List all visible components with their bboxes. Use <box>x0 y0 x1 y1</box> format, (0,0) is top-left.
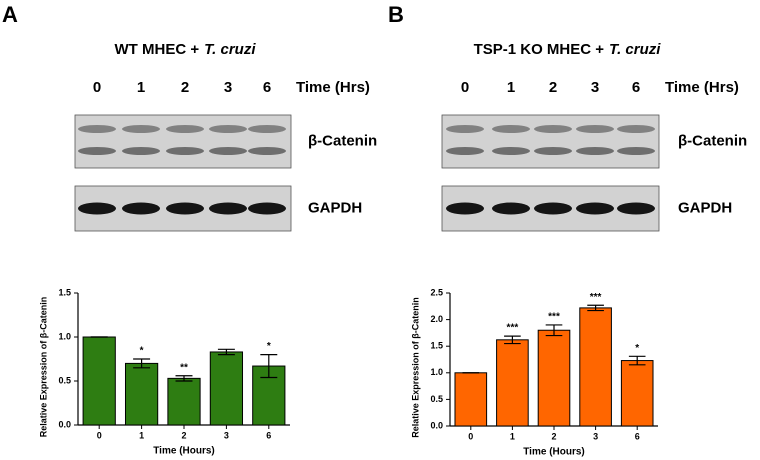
x-tick-label: 1 <box>139 430 144 440</box>
blot-band <box>617 125 655 133</box>
significance: ** <box>180 362 188 373</box>
x-tick-label: 3 <box>224 430 229 440</box>
x-tick-label: 2 <box>181 430 186 440</box>
panel-title-text: WT MHEC + <box>115 41 200 58</box>
bar <box>167 377 201 426</box>
y-tick-label: 0.0 <box>58 419 71 429</box>
blot-band <box>576 202 614 215</box>
y-tick-label: 0.0 <box>430 420 443 430</box>
blot-band <box>248 125 286 133</box>
panel-title-text: TSP-1 KO MHEC + <box>474 41 605 58</box>
blot-band <box>492 147 530 155</box>
bar <box>620 360 654 427</box>
blot-band <box>78 202 116 215</box>
bar <box>537 329 571 427</box>
x-tick-label: 0 <box>468 431 473 441</box>
blot-band <box>248 147 286 155</box>
bar <box>496 339 529 427</box>
significance: *** <box>590 292 602 303</box>
lane-label: 2 <box>181 79 189 96</box>
y-tick-label: 1.0 <box>430 367 443 377</box>
y-axis-label: Relative Expression of β-Catenin <box>38 297 48 438</box>
significance: *** <box>507 323 519 334</box>
y-tick-label: 0.5 <box>430 394 443 404</box>
blot-band <box>166 147 204 155</box>
lane-label: 1 <box>507 79 515 96</box>
panel-title-italic: T. cruzi <box>204 41 256 58</box>
bar <box>454 372 488 427</box>
blot <box>74 114 292 169</box>
lane-label: 3 <box>591 79 599 96</box>
bar <box>209 351 244 426</box>
bar <box>82 336 116 426</box>
y-tick-label: 1.0 <box>58 331 71 341</box>
y-tick-label: 1.5 <box>430 341 443 351</box>
blot-band <box>209 125 247 133</box>
bar <box>124 362 159 426</box>
blot-band <box>248 202 286 215</box>
x-tick-label: 0 <box>97 430 102 440</box>
blot-band <box>209 147 247 155</box>
panel-letter: A <box>2 2 18 27</box>
panel-title-italic: T. cruzi <box>609 41 661 58</box>
x-axis-label: Time (Hours) <box>523 447 585 458</box>
blot-band <box>446 202 484 215</box>
blot-band <box>534 202 572 215</box>
blot-band <box>78 147 116 155</box>
blot-band <box>576 125 614 133</box>
lane-label: 2 <box>549 79 557 96</box>
blot-band <box>492 125 530 133</box>
significance: * <box>140 346 144 357</box>
x-tick-label: 6 <box>266 430 271 440</box>
blot-band <box>122 147 160 155</box>
blot-band <box>534 125 572 133</box>
y-tick-label: 2.5 <box>430 287 443 297</box>
blot-band <box>446 147 484 155</box>
blot-label: GAPDH <box>678 199 732 216</box>
blot-band <box>617 202 655 215</box>
y-tick-label: 0.5 <box>58 375 71 385</box>
bar <box>252 365 286 426</box>
significance: * <box>635 343 639 354</box>
significance: * <box>267 341 271 352</box>
lane-label: 0 <box>93 79 101 96</box>
lane-label: 6 <box>632 79 640 96</box>
y-tick-label: 1.5 <box>58 287 71 297</box>
time-label: Time (Hrs) <box>665 79 739 96</box>
blot-band <box>576 147 614 155</box>
blot-label: β-Catenin <box>678 132 747 149</box>
panel-title: TSP-1 KO MHEC + T. cruzi <box>474 41 662 58</box>
x-tick-label: 2 <box>551 431 556 441</box>
blot-band <box>166 202 204 215</box>
x-axis-label: Time (Hours) <box>153 446 215 457</box>
x-tick-label: 1 <box>510 431 515 441</box>
blot-band <box>78 125 116 133</box>
blot-band <box>209 202 247 215</box>
x-tick-label: 6 <box>635 431 640 441</box>
lane-label: 0 <box>461 79 469 96</box>
blot-band <box>534 147 572 155</box>
blot <box>441 114 660 169</box>
panel-title: WT MHEC + T. cruzi <box>115 41 257 58</box>
y-tick-label: 2.0 <box>430 314 443 324</box>
bar <box>579 307 612 427</box>
blot-band <box>492 202 530 215</box>
blot-band <box>166 125 204 133</box>
x-tick-label: 3 <box>593 431 598 441</box>
lane-label: 1 <box>137 79 145 96</box>
blot-label: β-Catenin <box>308 132 377 149</box>
blot-label: GAPDH <box>308 199 362 216</box>
panel-letter: B <box>388 2 404 27</box>
blot-band <box>122 202 160 215</box>
lane-label: 3 <box>224 79 232 96</box>
blot-band <box>446 125 484 133</box>
lane-label: 6 <box>263 79 271 96</box>
significance: *** <box>548 312 560 323</box>
time-label: Time (Hrs) <box>296 79 370 96</box>
y-axis-label: Relative Expression of β-Catenin <box>410 297 420 438</box>
blot-band <box>122 125 160 133</box>
blot-band <box>617 147 655 155</box>
